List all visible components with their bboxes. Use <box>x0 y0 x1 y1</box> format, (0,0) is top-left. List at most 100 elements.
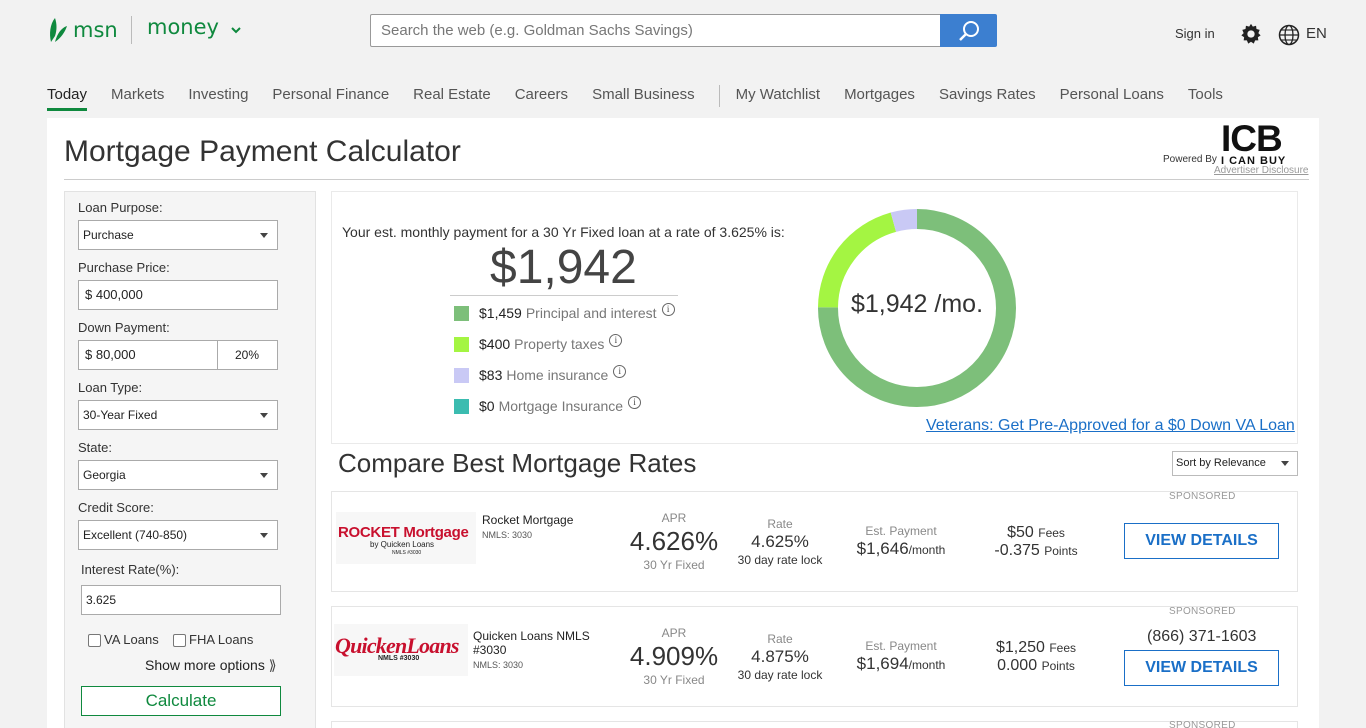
page-title: Mortgage Payment Calculator <box>64 135 461 168</box>
fees: $50 Fees <box>976 524 1096 542</box>
points-label: Points <box>1044 544 1078 558</box>
loan-type-select[interactable]: 30-Year Fixed <box>78 400 278 430</box>
info-icon[interactable]: i <box>609 333 623 347</box>
purchase-price-label: Purchase Price: <box>78 260 170 275</box>
sponsored-label: SPONSORED <box>1169 606 1236 617</box>
nav-item-personal-finance[interactable]: Personal Finance <box>272 86 390 103</box>
summary-divider <box>450 295 678 296</box>
down-payment-label: Down Payment: <box>78 320 170 335</box>
legend-swatch <box>454 305 469 321</box>
nav-item-tools[interactable]: Tools <box>1187 86 1223 103</box>
payment-value: $1,694/month <box>846 654 956 674</box>
fees-amount: $1,250 <box>995 639 1045 656</box>
fees: $1,250 Fees <box>976 639 1096 657</box>
globe-icon[interactable] <box>1278 24 1300 46</box>
nav-item-my-watchlist[interactable]: My Watchlist <box>735 86 821 103</box>
search-button[interactable] <box>940 14 997 47</box>
payment-label: Est. Payment <box>865 524 937 538</box>
payment-value: $1,646/month <box>846 539 956 559</box>
breakdown-amount: $400 <box>479 336 511 352</box>
lender-name[interactable]: Quicken Loans NMLS #3030 <box>473 629 590 657</box>
sponsored-label: SPONSORED <box>1169 720 1236 728</box>
rocket-mortgage-logo[interactable]: ROCKET Mortgage by Quicken Loans NMLS #3… <box>336 512 476 564</box>
top-header: msn money Sign in EN Today Markets Inves… <box>0 0 1366 118</box>
fha-loans-checkbox[interactable] <box>173 634 186 647</box>
breakdown-row-insurance: $83 Home insurance i <box>454 364 627 383</box>
apr-value: 4.909% <box>629 641 719 671</box>
msn-logo[interactable]: msn <box>47 16 118 44</box>
compare-rates-title: Compare Best Mortgage Rates <box>338 448 697 478</box>
down-payment-input[interactable]: $ 80,000 <box>78 340 218 370</box>
interest-rate-input[interactable]: 3.625 <box>81 585 281 615</box>
logo-wordmark: ROCKET Mortgage <box>338 524 469 541</box>
purchase-price-input[interactable]: $ 400,000 <box>78 280 278 310</box>
nav-item-today[interactable]: Today <box>47 86 88 111</box>
logo-divider <box>131 16 132 44</box>
credit-score-select[interactable]: Excellent (740-850) <box>78 520 278 550</box>
state-select[interactable]: Georgia <box>78 460 278 490</box>
apr-term: 30 Yr Fixed <box>643 558 705 572</box>
breakdown-amount: $1,459 <box>479 305 522 321</box>
legend-swatch <box>454 398 469 414</box>
loan-purpose-value: Purchase <box>83 228 134 242</box>
rate-lock: 30 day rate lock <box>737 668 823 682</box>
calculate-button[interactable]: Calculate <box>81 686 281 716</box>
info-icon[interactable]: i <box>613 364 627 378</box>
show-more-label: Show more options <box>145 657 265 673</box>
sort-select[interactable]: Sort by Relevance <box>1172 451 1298 476</box>
logo-subtext: by Quicken Loans <box>370 540 435 549</box>
breakdown-label: Principal and interest <box>525 305 657 321</box>
nav-item-markets[interactable]: Markets <box>111 86 165 103</box>
show-more-options-link[interactable]: Show more options ⟫ <box>145 657 277 674</box>
breakdown-label: Mortgage Insurance <box>498 398 624 414</box>
double-chevron-right-icon: ⟫ <box>268 657 277 673</box>
va-loans-label: VA Loans <box>104 632 159 647</box>
icb-logo[interactable]: ICB I CAN BUY <box>1221 118 1309 167</box>
caret-down-icon <box>260 413 268 418</box>
donut-segment-1 <box>818 212 897 308</box>
info-icon[interactable]: i <box>628 395 642 409</box>
va-loans-checkbox[interactable] <box>88 634 101 647</box>
language-selector[interactable]: EN <box>1306 25 1327 42</box>
search-box[interactable] <box>370 14 941 47</box>
chevron-down-icon[interactable] <box>230 24 242 36</box>
lender-name[interactable]: Rocket Mortgage <box>482 513 574 527</box>
down-payment-percent-input[interactable]: 20% <box>217 340 278 370</box>
credit-score-value: Excellent (740-850) <box>83 528 188 542</box>
quicken-loans-logo[interactable]: QuickenLoans NMLS #3030 <box>334 624 468 676</box>
nav-item-mortgages[interactable]: Mortgages <box>844 86 915 103</box>
legend-swatch <box>454 336 469 352</box>
section-name[interactable]: money <box>147 15 219 39</box>
rate-value: 4.875% <box>751 647 809 666</box>
fees-label: Fees <box>1038 526 1065 540</box>
sponsored-label: SPONSORED <box>1169 491 1236 502</box>
info-icon[interactable]: i <box>661 302 675 316</box>
caret-down-icon <box>260 533 268 538</box>
advertiser-disclosure-link[interactable]: Advertiser Disclosure <box>1214 165 1309 176</box>
icb-logo-subtext: I CAN BUY <box>1221 155 1287 167</box>
va-loan-link[interactable]: Veterans: Get Pre-Approved for a $0 Down… <box>926 417 1295 434</box>
points-amount: -0.375 <box>994 542 1040 559</box>
main-nav: Today Markets Investing Personal Finance… <box>47 85 1247 118</box>
points: 0.000 Points <box>976 657 1096 675</box>
lender-nmls: NMLS: 3030 <box>473 660 524 670</box>
nav-item-investing[interactable]: Investing <box>188 86 249 103</box>
icb-logo-text: ICB <box>1221 118 1283 159</box>
nav-item-personal-loans[interactable]: Personal Loans <box>1059 86 1164 103</box>
lender-phone[interactable]: (866) 371-1603 <box>1147 628 1257 645</box>
rate-lock: 30 day rate lock <box>737 553 823 567</box>
logo-wordmark: QuickenLoans <box>335 633 459 658</box>
points: -0.375 Points <box>976 542 1096 560</box>
view-details-button[interactable]: VIEW DETAILS <box>1124 650 1279 686</box>
payment-amount: $1,694 <box>856 654 909 673</box>
caret-down-icon <box>260 233 268 238</box>
nav-item-real-estate[interactable]: Real Estate <box>413 86 491 103</box>
search-input[interactable] <box>371 15 940 46</box>
nav-item-careers[interactable]: Careers <box>514 86 569 103</box>
nav-item-savings-rates[interactable]: Savings Rates <box>938 86 1036 103</box>
gear-icon[interactable] <box>1240 23 1262 45</box>
loan-purpose-select[interactable]: Purchase <box>78 220 278 250</box>
view-details-button[interactable]: VIEW DETAILS <box>1124 523 1279 559</box>
sign-in-link[interactable]: Sign in <box>1175 26 1215 41</box>
nav-item-small-business[interactable]: Small Business <box>592 86 695 103</box>
